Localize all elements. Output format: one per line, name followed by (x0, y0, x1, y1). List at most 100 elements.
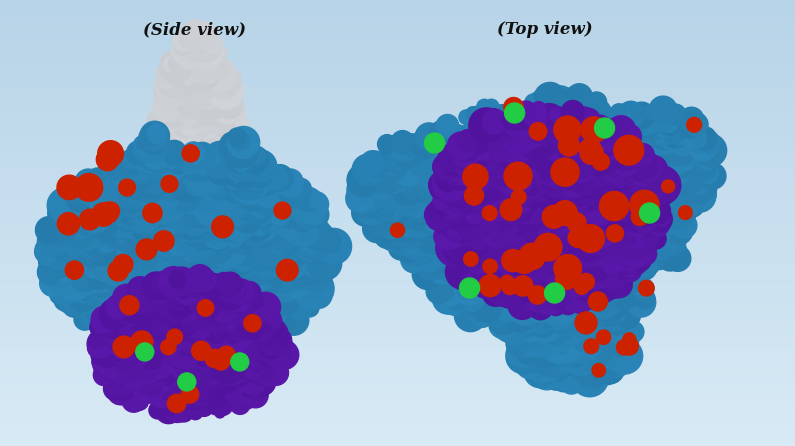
Circle shape (426, 279, 452, 304)
Circle shape (591, 140, 603, 152)
Circle shape (176, 41, 203, 68)
Circle shape (162, 316, 171, 325)
Circle shape (511, 321, 537, 347)
Circle shape (173, 247, 204, 278)
Circle shape (130, 156, 148, 173)
Circle shape (168, 364, 200, 396)
Circle shape (304, 203, 325, 225)
Circle shape (131, 240, 155, 264)
Circle shape (316, 230, 337, 252)
Circle shape (209, 114, 222, 127)
Circle shape (535, 339, 562, 365)
Circle shape (442, 216, 460, 234)
Circle shape (514, 112, 534, 131)
Circle shape (162, 206, 184, 227)
Circle shape (482, 151, 509, 178)
Circle shape (207, 291, 224, 308)
Circle shape (181, 227, 195, 240)
Circle shape (142, 175, 164, 197)
Circle shape (693, 176, 714, 197)
Circle shape (455, 182, 485, 212)
Circle shape (622, 333, 636, 346)
Circle shape (668, 184, 688, 204)
Circle shape (530, 313, 555, 337)
Circle shape (473, 109, 492, 128)
Circle shape (224, 134, 241, 151)
Circle shape (155, 217, 176, 237)
Circle shape (228, 156, 245, 172)
Circle shape (681, 146, 692, 157)
Circle shape (645, 124, 661, 140)
Circle shape (591, 280, 612, 301)
Circle shape (590, 287, 608, 306)
Circle shape (572, 155, 597, 179)
Circle shape (189, 60, 211, 82)
Circle shape (168, 337, 176, 345)
Circle shape (192, 326, 212, 346)
Circle shape (239, 164, 273, 198)
Circle shape (161, 214, 180, 233)
Circle shape (478, 183, 506, 211)
Circle shape (616, 130, 650, 164)
Circle shape (178, 177, 197, 196)
Circle shape (523, 149, 532, 158)
Circle shape (192, 167, 208, 183)
Circle shape (571, 299, 588, 317)
Circle shape (185, 271, 204, 289)
Circle shape (170, 93, 183, 106)
Circle shape (176, 328, 206, 357)
Circle shape (508, 214, 529, 235)
Circle shape (238, 164, 271, 198)
Circle shape (147, 138, 174, 165)
Circle shape (89, 185, 97, 193)
Circle shape (604, 213, 638, 248)
Circle shape (519, 114, 541, 136)
Circle shape (177, 186, 195, 203)
Circle shape (196, 256, 216, 276)
Circle shape (208, 218, 219, 228)
Circle shape (188, 405, 203, 420)
Circle shape (494, 116, 518, 139)
Circle shape (144, 166, 159, 181)
Circle shape (427, 263, 450, 286)
Circle shape (583, 115, 606, 138)
Circle shape (243, 306, 251, 314)
Circle shape (390, 150, 408, 169)
Circle shape (426, 128, 449, 151)
Circle shape (87, 181, 122, 215)
Circle shape (515, 245, 538, 268)
Circle shape (554, 255, 581, 282)
Circle shape (194, 114, 213, 132)
Circle shape (483, 187, 517, 220)
Circle shape (205, 391, 229, 415)
Circle shape (40, 270, 66, 297)
Circle shape (154, 361, 172, 379)
Circle shape (548, 140, 570, 162)
Circle shape (138, 291, 161, 313)
Circle shape (386, 151, 409, 174)
Circle shape (586, 273, 618, 305)
Circle shape (494, 122, 505, 133)
Circle shape (516, 351, 543, 379)
Circle shape (390, 217, 415, 242)
Circle shape (616, 130, 636, 150)
Circle shape (139, 301, 153, 315)
Circle shape (641, 118, 663, 141)
Circle shape (409, 208, 429, 228)
Circle shape (137, 293, 157, 313)
Circle shape (240, 142, 261, 163)
Circle shape (215, 300, 238, 324)
Circle shape (612, 118, 635, 141)
Circle shape (175, 86, 207, 117)
Circle shape (452, 183, 469, 200)
Circle shape (506, 332, 528, 355)
Circle shape (166, 150, 190, 173)
Circle shape (84, 173, 118, 207)
Circle shape (200, 63, 216, 79)
Circle shape (503, 218, 514, 229)
Circle shape (133, 296, 144, 307)
Circle shape (187, 264, 213, 291)
Circle shape (161, 143, 172, 153)
Circle shape (167, 218, 185, 236)
Circle shape (198, 119, 219, 139)
